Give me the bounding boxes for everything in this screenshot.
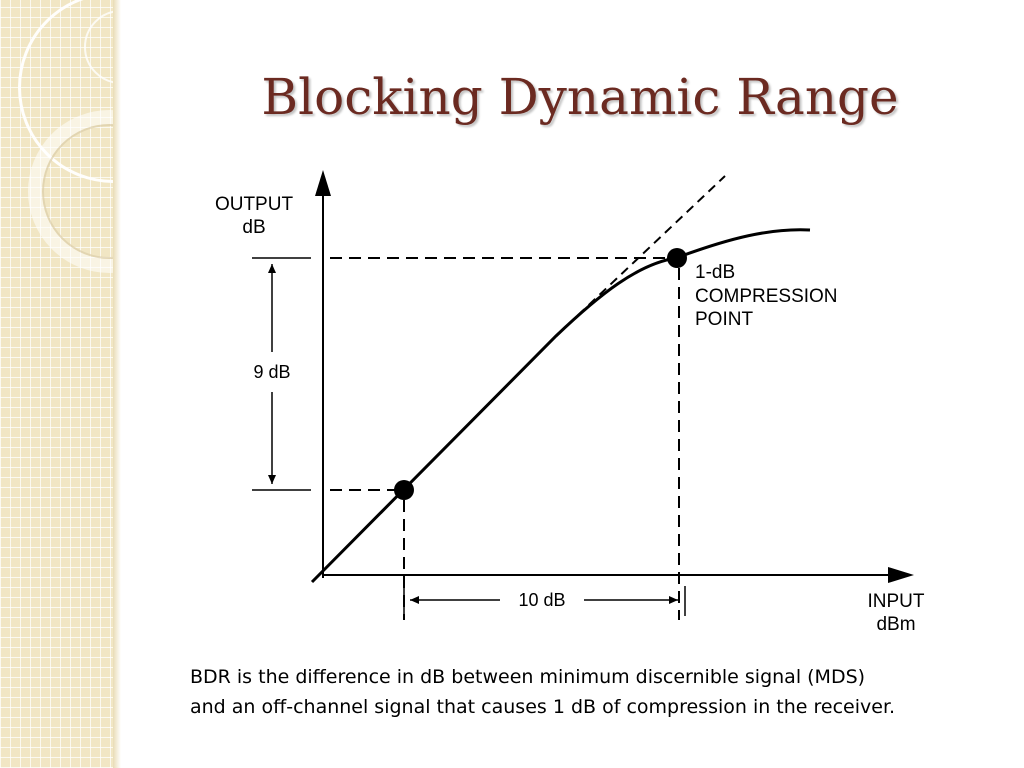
vertical-span-dimension: [252, 257, 311, 491]
horizontal-span-dimension: [403, 586, 686, 616]
mds-point: [394, 480, 414, 500]
y-axis: [315, 170, 331, 578]
compression-point-label-line2: COMPRESSION: [695, 286, 838, 307]
caption: BDR is the difference in dB between mini…: [190, 662, 990, 722]
slide-title: Blocking Dynamic Range: [261, 68, 899, 126]
x-axis: [323, 567, 914, 583]
compression-point: [667, 248, 687, 268]
linear-extrapolation-line: [555, 175, 726, 337]
y-axis-unit: dB: [242, 217, 265, 238]
compression-point-label-line1: 1-dB: [695, 262, 735, 283]
caption-line: and an off-channel signal that causes 1 …: [190, 696, 896, 718]
x-axis-label: INPUT: [868, 591, 925, 612]
horizontal-span-label: 10 dB: [518, 590, 565, 610]
y-axis-arrowhead: [315, 170, 331, 196]
x-axis-arrowhead: [888, 567, 914, 583]
response-curve: [310, 228, 811, 584]
x-axis-unit: dBm: [876, 614, 915, 635]
compression-point-label-line3: POINT: [695, 309, 753, 330]
sidebar-edge: [113, 0, 121, 768]
y-axis-label: OUTPUT: [215, 194, 294, 215]
decorative-sidebar: [0, 0, 113, 768]
vertical-span-label: 9 dB: [253, 362, 290, 382]
caption-line: BDR is the difference in dB between mini…: [190, 666, 866, 688]
